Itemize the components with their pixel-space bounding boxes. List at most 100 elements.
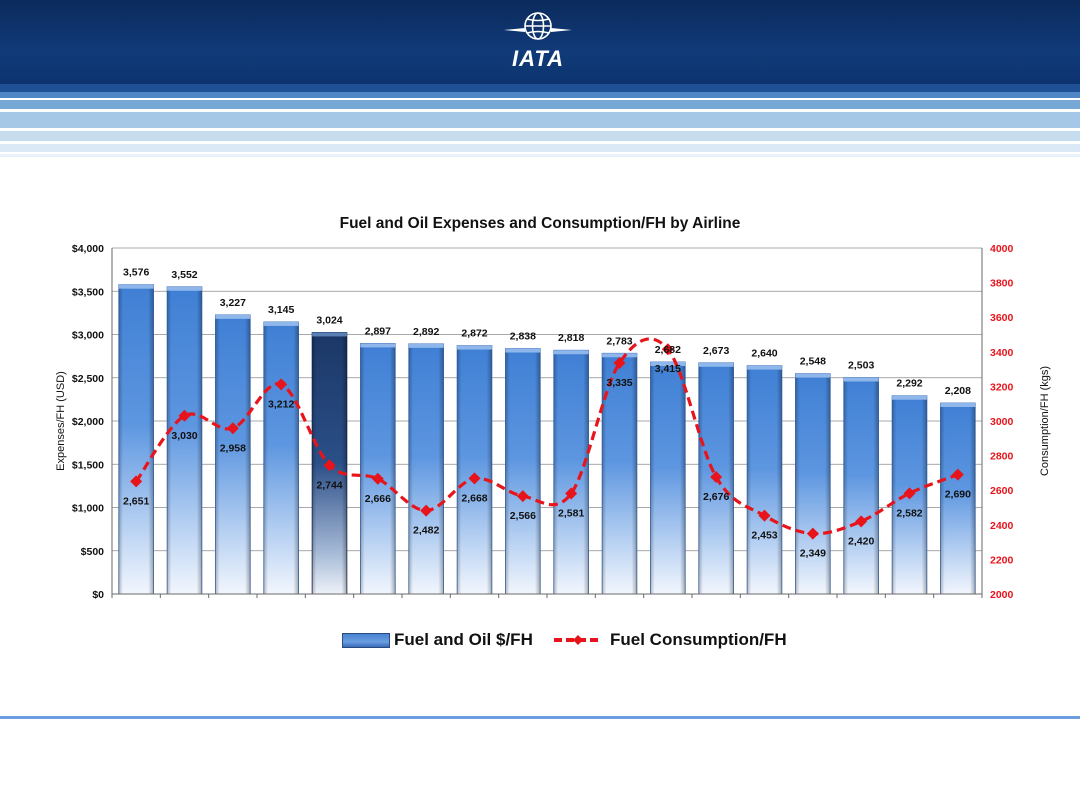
line-point	[613, 357, 626, 370]
bar-cap	[795, 373, 831, 378]
y2-tick-label: 3000	[990, 416, 1014, 428]
y-tick-label: $3,000	[72, 330, 104, 342]
line-data-label: 2,581	[558, 507, 584, 519]
line-data-label: 2,566	[510, 510, 536, 522]
y2-tick-label: 2000	[990, 589, 1014, 601]
bar-data-label: 3,024	[316, 314, 342, 326]
bar-cap	[940, 403, 976, 408]
bar-data-label: 2,818	[558, 332, 584, 344]
bar-data-label: 2,897	[365, 325, 391, 337]
y2-tick-label: 3200	[990, 381, 1014, 393]
line-point	[371, 472, 384, 485]
y-tick-label: $1,500	[72, 459, 104, 471]
line-point	[855, 515, 868, 528]
bar-data-label: 2,872	[461, 328, 487, 340]
bar-data-label: 2,892	[413, 326, 439, 338]
bar-cap	[312, 332, 347, 337]
bar-shade	[553, 350, 589, 594]
line-data-label: 2,420	[848, 535, 874, 547]
line-point	[903, 487, 916, 500]
line-data-label: 3,415	[655, 363, 681, 375]
legend-label: Fuel Consumption/FH	[610, 630, 787, 649]
legend-line-swatch	[554, 635, 602, 645]
bar-cap	[747, 365, 782, 370]
y-tick-label: $1,000	[72, 503, 104, 515]
line-data-label: 3,212	[268, 398, 294, 410]
line-data-label: 2,651	[123, 495, 149, 507]
logo-text: IATA	[511, 46, 565, 71]
y2-tick-label: 4000	[990, 243, 1014, 255]
bar-data-label: 3,145	[268, 304, 294, 316]
footer-divider	[0, 716, 1080, 719]
y2-tick-label: 2800	[990, 451, 1014, 463]
legend-label: Fuel and Oil $/FH	[394, 630, 533, 649]
y2-tick-label: 3600	[990, 312, 1014, 324]
bar-shade	[795, 373, 831, 594]
line-point	[226, 422, 239, 435]
line-point	[710, 471, 723, 484]
header-stripe	[0, 84, 1080, 92]
line-point	[565, 487, 578, 500]
y-tick-label: $0	[92, 589, 104, 601]
bar-data-label: 3,552	[171, 269, 197, 281]
header-stripe	[0, 92, 1080, 98]
bar-shade	[118, 284, 154, 594]
bar-cap	[505, 348, 541, 353]
bar-shade	[408, 343, 444, 594]
bar-shade	[747, 365, 782, 594]
bar-shade	[457, 345, 492, 594]
header-stripe	[0, 154, 1080, 157]
legend-bar-swatch	[342, 632, 390, 648]
line-series	[130, 337, 964, 540]
line-point	[275, 378, 288, 391]
bar-shade	[940, 403, 976, 594]
line-data-label: 2,744	[316, 479, 342, 491]
legend-item-bars: Fuel and Oil $/FH	[342, 630, 533, 650]
y-tick-label: $500	[81, 546, 105, 558]
line-data-label: 3,335	[606, 377, 632, 389]
line-data-label: 2,582	[896, 507, 922, 519]
line-point	[420, 504, 433, 517]
line-point	[951, 468, 964, 481]
legend-item-line: Fuel Consumption/FH	[552, 630, 787, 650]
y-tick-label: $3,500	[72, 286, 104, 298]
bar-shade	[215, 314, 251, 594]
slide-header: IATA	[0, 0, 1080, 160]
y2-tick-label: 2600	[990, 485, 1014, 497]
header-stripe	[0, 112, 1080, 128]
bar-data-label: 2,503	[848, 359, 874, 371]
bar-data-label: 2,208	[945, 385, 971, 397]
line-point	[516, 490, 529, 503]
line-point	[661, 343, 674, 356]
bar-data-label: 2,548	[800, 356, 826, 368]
bar-shade	[263, 321, 299, 594]
chart-legend: Fuel and Oil $/FH Fuel Consumption/FH	[0, 630, 1080, 660]
bar-cap	[167, 286, 202, 291]
line-data-label: 2,349	[800, 548, 826, 560]
y2-tick-label: 2200	[990, 554, 1014, 566]
bar-data-label: 2,673	[703, 345, 729, 357]
bar-cap	[843, 377, 879, 382]
line-data-label: 2,668	[461, 492, 487, 504]
bar-cap	[408, 343, 444, 348]
y-tick-label: $4,000	[72, 243, 104, 255]
line-data-label: 2,482	[413, 525, 439, 537]
y2-tick-label: 3400	[990, 347, 1014, 359]
bar-cap	[892, 395, 927, 400]
bar-data-label: 2,682	[655, 344, 681, 356]
iata-logo: IATA	[500, 8, 576, 72]
bar-shade	[505, 348, 541, 594]
bar-data-label: 2,783	[606, 335, 632, 347]
bar-cap	[360, 343, 396, 348]
bar-data-label: 3,576	[123, 267, 149, 279]
bar-cap	[118, 284, 154, 289]
bar-cap	[602, 353, 637, 358]
bar-data-label: 2,838	[510, 331, 536, 343]
bar-data-label: 2,640	[751, 348, 777, 360]
y2-axis-title: Consumption/FH (kgs)	[1039, 366, 1051, 476]
y-axis-title: Expenses/FH (USD)	[55, 371, 67, 471]
bar-cap	[650, 362, 686, 367]
consumption-line	[134, 337, 959, 536]
header-stripe	[0, 144, 1080, 152]
line-data-label: 2,666	[365, 493, 391, 505]
